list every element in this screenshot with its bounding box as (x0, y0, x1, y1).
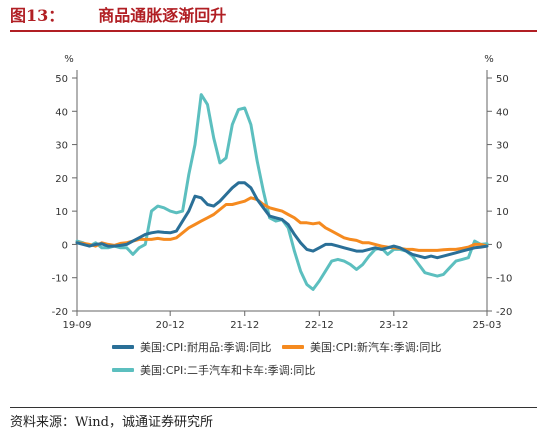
legend-label-new-cars: 美国:CPI:新汽车:季调:同比 (310, 341, 442, 354)
legend-durables: 美国:CPI:耐用品:季调:同比 (112, 339, 271, 355)
legend-label-durables: 美国:CPI:耐用品:季调:同比 (140, 341, 272, 354)
series-line-used-cars (75, 93, 489, 291)
y-tick-label-left: -20 (52, 307, 68, 318)
legend-label-used-cars: 美国:CPI:二手汽车和卡车:季调:同比 (140, 364, 316, 377)
x-tick-label: 22-12 (305, 320, 334, 331)
y-tick-label-left: 30 (55, 141, 68, 152)
y-unit-left: % (64, 54, 74, 65)
series-line-new-cars (75, 196, 489, 252)
source-note: 资料来源：Wind，诚通证券研究所 (10, 415, 213, 430)
title-underline (10, 30, 537, 32)
x-tick-label: 21-12 (230, 320, 259, 331)
legend-swatch-used-cars (112, 368, 134, 372)
legend-swatch-durables (112, 345, 134, 349)
y-tick-label-right: 50 (496, 74, 509, 85)
legend-new-cars: 美国:CPI:新汽车:季调:同比 (282, 339, 441, 355)
figure-number: 图13： (10, 6, 65, 25)
x-tick-label: 25-03 (472, 320, 501, 331)
source-divider (10, 407, 537, 408)
series-line-durables (75, 181, 489, 260)
legend-swatch-new-cars (282, 345, 304, 349)
x-tick-label: 19-09 (62, 320, 91, 331)
y-unit-right: % (484, 54, 494, 65)
y-tick-label-left: 0 (62, 240, 68, 251)
y-tick-label-left: 10 (55, 207, 68, 218)
legend-used-cars: 美国:CPI:二手汽车和卡车:季调:同比 (112, 362, 315, 378)
y-tick-label-left: 40 (55, 107, 68, 118)
y-tick-label-right: 0 (496, 240, 502, 251)
x-tick-label: 20-12 (156, 320, 185, 331)
y-tick-label-right: 30 (496, 141, 509, 152)
y-tick-label-right: 20 (496, 174, 509, 185)
y-tick-label-left: -10 (52, 274, 68, 285)
y-tick-label-right: 10 (496, 207, 509, 218)
figure-title-text: 商品通胀逐渐回升 (98, 6, 227, 25)
figure-title: 图13： 商品通胀逐渐回升 (10, 4, 226, 28)
line-chart: -20 -20 -10 -10 0 0 10 10 20 20 30 30 40 40 50 50% % 19-0… (52, 54, 513, 331)
y-tick-label-left: 20 (55, 174, 68, 185)
y-tick-label-left: 50 (55, 74, 68, 85)
y-tick-label-right: -20 (496, 307, 512, 318)
x-tick-label: 23-12 (379, 320, 408, 331)
y-tick-label-right: -10 (496, 274, 512, 285)
y-tick-label-right: 40 (496, 107, 509, 118)
